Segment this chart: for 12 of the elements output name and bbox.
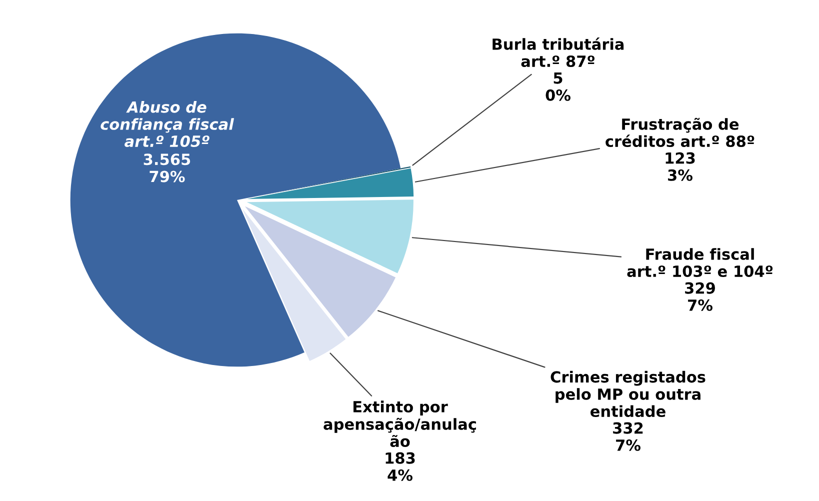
data-label: 183 4% (386, 452, 415, 481)
data-label: 123 3% (666, 152, 695, 181)
slice-label: Crimes registados pelo MP ou outra entidade (550, 370, 706, 418)
slice-label: Fraude fiscal art.º 103º e 104º (627, 248, 773, 278)
slice-label: Burla tributária art.º 87º (492, 37, 624, 68)
data-label: 3.565 79% (144, 154, 190, 182)
slice-label: Abuso de confiança fiscal art.º 105º (100, 101, 234, 148)
data-label: 332 7% (613, 422, 643, 451)
data-label: 329 7% (685, 282, 715, 311)
slice-label: Extinto por apensação/anulaç ão (324, 400, 476, 448)
data-label: 5 0% (546, 72, 570, 101)
slice-label: Frustração de créditos art.º 88º (606, 118, 754, 148)
